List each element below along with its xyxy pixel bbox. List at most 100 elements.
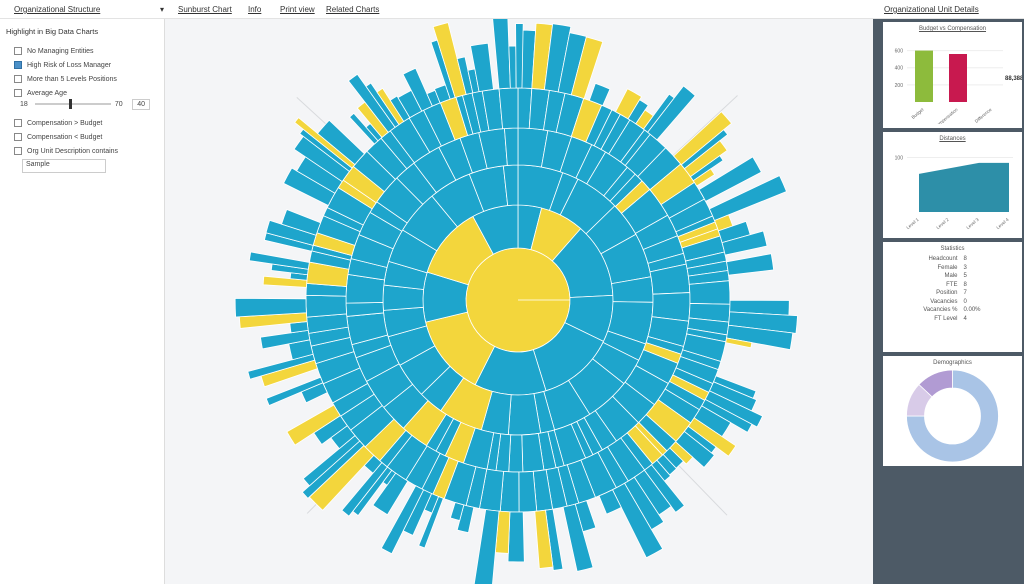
sunburst-segment[interactable]: [473, 509, 500, 584]
sunburst-segment[interactable]: [515, 23, 524, 89]
sunburst-segment[interactable]: [449, 501, 465, 521]
sunburst-segment[interactable]: [248, 251, 310, 270]
stat-value: 7: [963, 290, 967, 296]
sunburst-segment[interactable]: [265, 376, 324, 407]
stat-value: 5: [963, 273, 967, 279]
x-tick-label: Level 1: [905, 217, 920, 230]
stat-label: Headcount: [928, 256, 958, 262]
sunburst-segment[interactable]: [698, 156, 762, 202]
sunburst-segment[interactable]: [721, 230, 768, 256]
sunburst-segment[interactable]: [688, 280, 731, 305]
option[interactable]: Org Unit Description contains: [14, 145, 118, 157]
checkbox[interactable]: [14, 133, 22, 141]
bar: [949, 54, 967, 102]
stat-row: FTE 8: [883, 282, 1022, 291]
stat-row: Vacancies 0: [883, 299, 1022, 308]
x-tick-label: Compensation: [933, 107, 959, 124]
option[interactable]: No Managing Entities: [14, 45, 94, 57]
stat-label: FT Level: [934, 315, 958, 322]
card-title: Distances: [939, 136, 966, 142]
sunburst-segment[interactable]: [281, 208, 322, 236]
x-tick-label: Level 4: [995, 217, 1010, 230]
sunburst-segment[interactable]: [518, 470, 538, 513]
chart-area: [165, 19, 873, 584]
sunburst-segment[interactable]: [651, 292, 691, 322]
stat-label: Male: [944, 273, 958, 279]
x-tick-label: Level 3: [965, 217, 980, 230]
sunburst-segment[interactable]: [598, 489, 622, 515]
distances-card: Distances 100 Level 1 Level 2 Level 3 Level …: [883, 132, 1022, 238]
structure-dropdown[interactable]: Organizational Structure: [14, 5, 101, 14]
area: [919, 162, 1009, 212]
details-link[interactable]: Organizational Unit Details: [884, 5, 979, 14]
slider-value: 40: [132, 98, 150, 110]
stat-label: Vacancies: [930, 298, 958, 305]
sunburst-segment[interactable]: [725, 337, 753, 349]
demographics-card: Demographics: [883, 356, 1022, 466]
sunburst-segment[interactable]: [726, 253, 775, 276]
sunburst-segment[interactable]: [492, 19, 511, 90]
option[interactable]: Compensation < Budget: [14, 131, 102, 143]
sunburst-segment[interactable]: [465, 247, 571, 353]
toolbar-item[interactable]: Print view: [280, 5, 315, 14]
stat-value: 0.00%: [963, 307, 981, 313]
stat-label: Vacancies %: [923, 307, 958, 313]
stat-value: 0: [963, 298, 967, 305]
stat-label: Female: [937, 264, 958, 271]
slider-knob[interactable]: [69, 99, 73, 109]
checkbox[interactable]: [14, 89, 22, 97]
age-slider[interactable]: 18 70 40: [20, 98, 150, 110]
option-label: Average Age: [27, 89, 67, 97]
checkbox[interactable]: [14, 47, 22, 55]
option[interactable]: Compensation > Budget: [14, 117, 102, 129]
toolbar-item[interactable]: Info: [248, 5, 262, 14]
toolbar-item[interactable]: Sunburst Chart: [178, 5, 232, 14]
demographics-chart: [906, 369, 999, 463]
sunburst-segment[interactable]: [286, 404, 341, 446]
checkbox[interactable]: [14, 61, 22, 69]
x-tick-label: Difference: [974, 107, 993, 124]
sunburst-segment[interactable]: [588, 82, 611, 107]
donut-segment[interactable]: [918, 369, 953, 398]
option-label: Compensation < Budget: [27, 133, 103, 141]
checkbox[interactable]: [14, 119, 22, 127]
sunburst-segment[interactable]: [507, 511, 525, 563]
donut-segment[interactable]: [906, 369, 999, 463]
checkbox[interactable]: [14, 147, 22, 155]
sunburst-segment[interactable]: [570, 36, 604, 100]
sunburst-segment[interactable]: [305, 294, 347, 318]
stat-row: Vacancies % 0.00%: [883, 307, 1022, 316]
sunburst-segment[interactable]: [317, 119, 366, 166]
stat-row: Female 3: [883, 265, 1022, 274]
sunburst-segment[interactable]: [534, 509, 554, 569]
stat-label: FTE: [946, 281, 958, 288]
toolbar-item[interactable]: Related Charts: [326, 5, 380, 14]
option[interactable]: More than 5 Levels Positions: [14, 73, 117, 85]
sunburst-segment[interactable]: [234, 298, 307, 318]
x-tick-label: Level 2: [935, 217, 950, 230]
y-tick-label: 400: [895, 66, 904, 72]
sunburst-segment[interactable]: [647, 85, 696, 141]
option[interactable]: Average Age: [14, 87, 67, 99]
y-tick-label: 100: [895, 155, 904, 161]
sunburst-segment[interactable]: [508, 434, 524, 473]
option[interactable]: High Risk of Loss Manager: [14, 59, 111, 71]
sunburst-segment[interactable]: [380, 485, 425, 555]
option-label: No Managing Entities: [27, 47, 94, 55]
sunburst-segment[interactable]: [692, 168, 716, 187]
sunburst-segment[interactable]: [562, 503, 594, 572]
stat-value: 3: [963, 264, 967, 271]
sunburst-segment[interactable]: [498, 87, 519, 130]
sunburst-segment[interactable]: [470, 42, 494, 93]
sunburst-segment[interactable]: [508, 45, 517, 89]
y-tick-label: 200: [895, 83, 904, 89]
x-tick-label: Budget: [911, 106, 926, 119]
search-input[interactable]: Sample: [22, 159, 106, 173]
stat-value: 4: [963, 315, 967, 322]
bar: [915, 50, 933, 102]
budget-card: Budget vs Compensation 200 400 600 Budget Co…: [883, 22, 1024, 129]
option-label: Compensation > Budget: [27, 119, 103, 127]
statistics-card: Statistics Headcount 8 Female 3 Male 5 FTE 8 Pos…: [883, 242, 1022, 352]
checkbox[interactable]: [14, 75, 22, 83]
